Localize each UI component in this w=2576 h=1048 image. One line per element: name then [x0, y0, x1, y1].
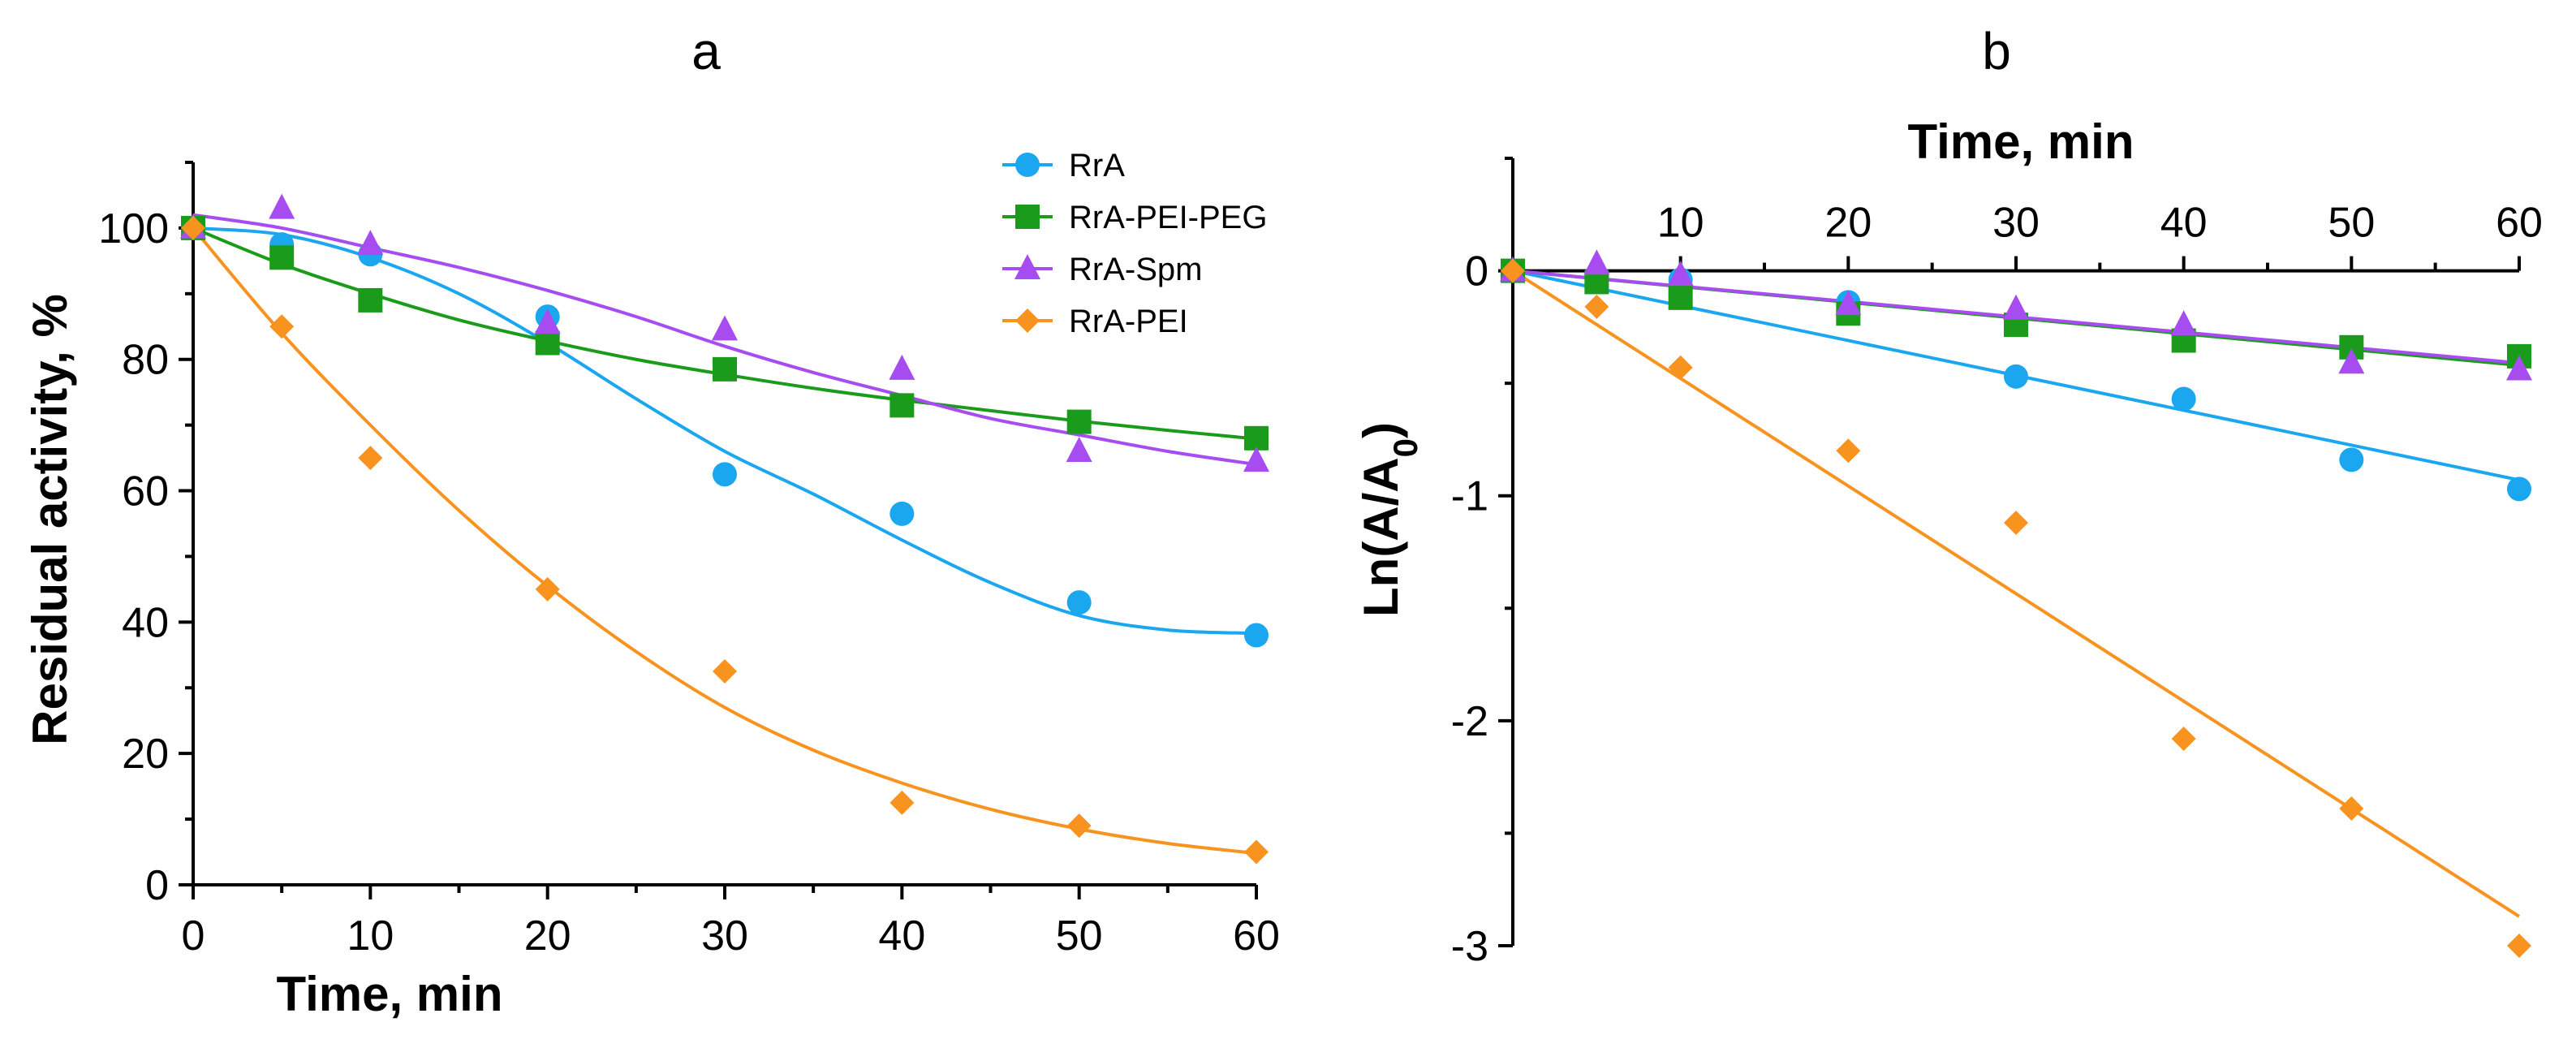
panel-b-data-point-rra-spm: [2338, 348, 2365, 374]
legend-marker-rra: [1015, 153, 1040, 177]
panel-b-data-point-rra-spm: [1667, 261, 1694, 287]
panel-a-data-point-rra: [1244, 623, 1269, 648]
panel-b-data-point-rra-spm: [2170, 310, 2197, 336]
panel-b-x-tick-label: 30: [1992, 200, 2040, 247]
panel-a-label: a: [691, 22, 721, 80]
panel-a-data-point-rra-spm: [357, 230, 384, 256]
panel-b-x-tick-label: 40: [2160, 200, 2208, 247]
legend-marker-rra-pei: [1015, 308, 1040, 333]
panel-b-data-point-rra-pei: [1668, 355, 1693, 380]
panel-b-y-axis-title-subscript: 0: [1386, 438, 1424, 457]
panel-a-y-tick-label: 20: [122, 731, 169, 778]
panel-a-data-point-rra-spm: [712, 315, 738, 341]
panel-a-plot-area: 0 10 20 30 40 50 60 0 20 40 60 80 100: [98, 161, 1280, 960]
panel-b-y-tick-label: -3: [1451, 923, 1488, 970]
panel-a-data-point-rra-pei: [269, 314, 295, 339]
panel-a-x-tick-label: 20: [524, 912, 571, 960]
panel-b-plot-area: 10 20 30 40 50 60 0 -1 -2 -3: [1451, 157, 2543, 970]
panel-a-data-point-rra-spm: [534, 308, 561, 334]
panel-a-data-point-rra-spm: [1066, 437, 1092, 462]
panel-a-data-point-rra-spm: [1243, 446, 1269, 472]
legend-label-rra-spm: RrA-Spm: [1069, 252, 1202, 287]
panel-a-data-point-rra-pei: [535, 576, 560, 602]
panel-b-data-point-rra-spm: [2506, 355, 2532, 381]
panel-a-y-tick-label: 100: [98, 205, 169, 252]
panel-b-y-axis-title: Ln(A/A0): [1354, 422, 1424, 617]
legend-label-rra-pei-peg: RrA-PEI-PEG: [1069, 200, 1267, 235]
panel-b-data-point-rra-pei-peg: [1668, 285, 1693, 310]
panel-a-x-tick-label: 30: [701, 912, 748, 960]
panel-b-data-point-rra-pei: [1584, 294, 1609, 319]
panel-b-data-point-rra: [2507, 477, 2531, 502]
panel-b-y-tick-label: -2: [1451, 698, 1488, 745]
panel-b-y-axis-title-end: ): [1354, 422, 1408, 438]
panel-b-data-point-rra-pei: [2004, 510, 2028, 535]
panel-b-data-point-rra-pei: [1501, 258, 1525, 283]
panel-a: a Time, min Residual activity, % 0 10 20 30…: [23, 22, 1280, 1021]
panel-a-data-point-rra-pei: [358, 446, 383, 471]
panel-b-label: b: [1982, 22, 2011, 80]
panel-a-y-tick-label: 0: [145, 862, 169, 909]
panel-b-data-point-rra-pei: [2507, 934, 2531, 958]
panel-b-data-point-rra: [2339, 447, 2364, 472]
panel-b-y-axis-title-main: Ln(A/A: [1354, 457, 1408, 617]
panel-b-x-tick-label: 50: [2328, 200, 2375, 247]
legend-marker-rra-pei-peg: [1015, 205, 1040, 229]
panel-a-data-point-rra-pei-peg: [890, 393, 915, 418]
legend-label-rra-pei: RrA-PEI: [1069, 304, 1188, 339]
panel-a-data-point-rra-pei-peg: [1244, 425, 1269, 451]
panel-a-y-tick-label: 40: [122, 599, 169, 646]
panel-a-data-point-rra-pei: [1244, 839, 1269, 865]
panel-b-data-point-rra-pei: [2171, 727, 2196, 752]
panel-a-data-point-rra-pei: [890, 790, 915, 815]
panel-b-x-tick-label: 10: [1657, 200, 1704, 247]
panel-b-data-point-rra: [2004, 364, 2028, 389]
panel-a-x-tick-label: 40: [878, 912, 925, 960]
panel-a-data-point-rra: [713, 462, 737, 487]
legend: RrA RrA-PEI-PEG RrA-Spm RrA-PEI: [1002, 148, 1267, 339]
panel-b-data-point-rra-spm: [1835, 290, 1862, 316]
panel-b-data-point-rra-spm: [1583, 249, 1610, 275]
panel-a-data-point-rra-pei-peg: [535, 330, 560, 356]
panel-a-data-point-rra-pei-peg: [713, 356, 737, 382]
panel-a-data-point-rra-pei-peg: [1066, 409, 1092, 434]
panel-a-x-tick-label: 60: [1233, 912, 1280, 960]
panel-a-data-point-rra-pei: [713, 659, 737, 684]
panel-b-data-point-rra: [2171, 386, 2196, 412]
panel-a-data-point-rra-pei-peg: [358, 287, 383, 313]
panel-a-y-tick-label: 80: [122, 337, 169, 384]
panel-b-x-axis-title: Time, min: [1908, 114, 2134, 169]
panel-b-data-point-rra-pei: [2339, 796, 2364, 821]
panel-a-y-tick-label: 60: [122, 468, 169, 515]
panel-b-x-tick-label: 60: [2496, 200, 2543, 247]
panel-b-y-tick-label: -1: [1451, 473, 1488, 520]
panel-a-x-tick-label: 10: [347, 912, 394, 960]
panel-a-data-point-rra-spm: [889, 354, 915, 380]
panel-a-y-axis-title: Residual activity, %: [23, 294, 77, 745]
panel-a-data-point-rra-pei-peg: [269, 245, 295, 270]
panel-a-data-point-rra-pei: [181, 215, 205, 240]
legend-marker-rra-spm: [1014, 254, 1040, 279]
panel-b-data-point-rra-spm: [2003, 294, 2029, 320]
legend-label-rra: RrA: [1069, 148, 1125, 183]
panel-b-data-point-rra-pei: [1836, 438, 1861, 464]
panel-a-data-point-rra: [890, 501, 915, 526]
panel-b: b Time, min Ln(A/A0) 10 20 30 40 50 600-1-2-3: [1354, 22, 2543, 970]
panel-a-data-point-rra-pei: [1066, 813, 1092, 839]
panel-a-x-tick-label: 0: [182, 912, 205, 960]
panel-a-data-point-rra: [1066, 590, 1092, 615]
panel-b-x-tick-label: 20: [1824, 200, 1872, 247]
panel-b-y-tick-label: 0: [1465, 248, 1488, 295]
panel-a-data-point-rra-spm: [269, 193, 295, 219]
panel-a-x-tick-label: 50: [1056, 912, 1103, 960]
panel-a-x-axis-title: Time, min: [277, 967, 503, 1021]
